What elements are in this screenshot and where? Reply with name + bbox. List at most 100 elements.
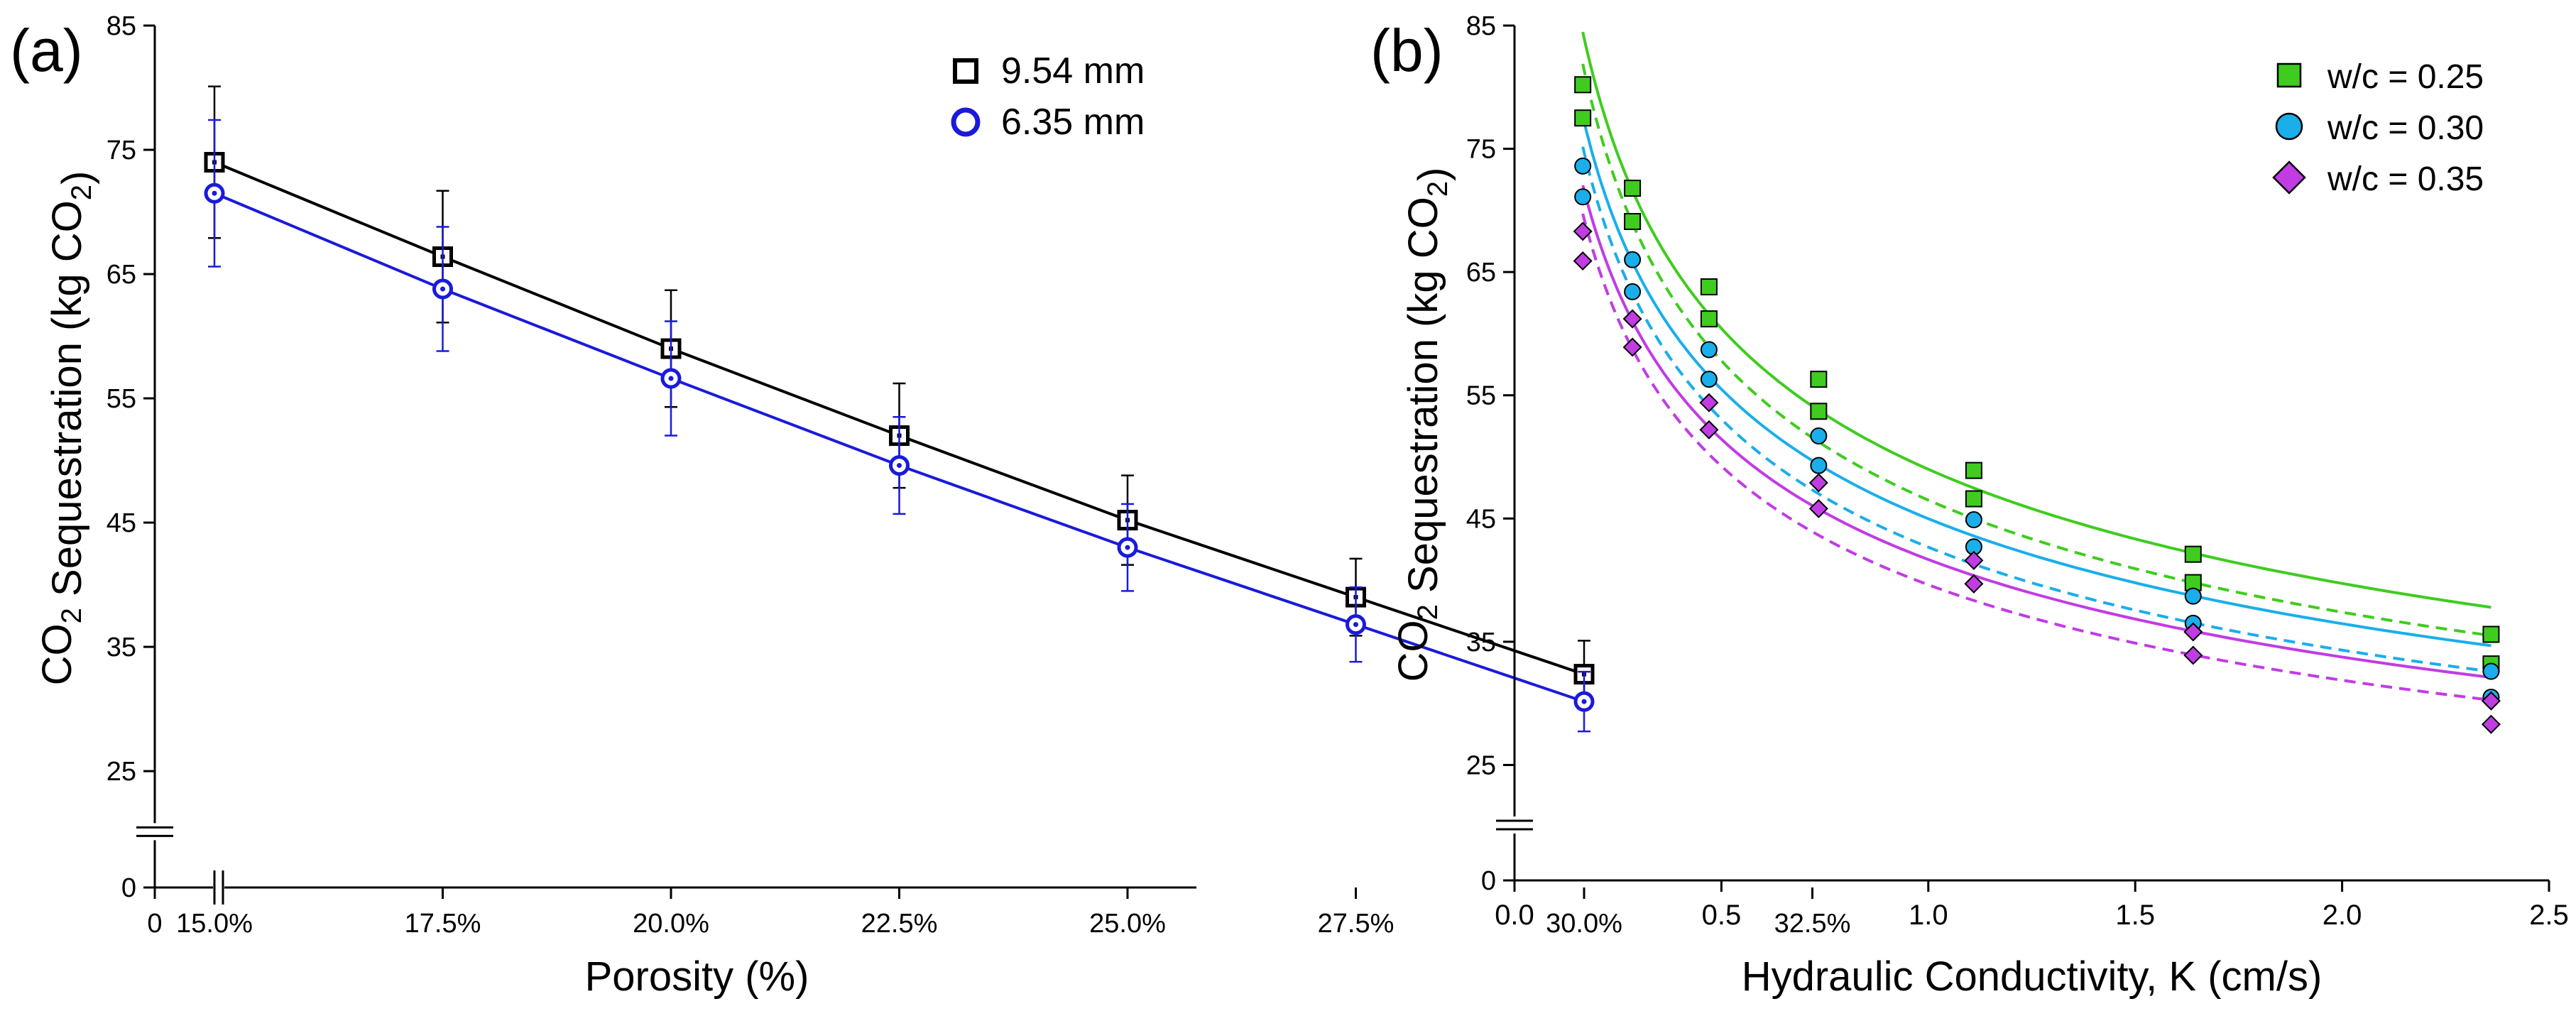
data-point bbox=[1964, 550, 1984, 570]
y-axis-label: CO2 Sequestration (kg CO2) bbox=[34, 171, 100, 686]
fit-line-dashed bbox=[1581, 213, 2492, 702]
y-axis-label: CO2 Sequestration (kg CO2) bbox=[1390, 168, 1456, 682]
x-tick-label: 1.0 bbox=[1909, 900, 1948, 931]
y-tick-label: 45 bbox=[1466, 504, 1496, 534]
y-axis-label-subscript: 2 bbox=[56, 608, 87, 623]
y-axis-label-part: Sequestration (kg CO bbox=[1400, 197, 1446, 604]
legend-marker bbox=[953, 58, 978, 84]
x-tick-label: 27.5% bbox=[1318, 909, 1395, 939]
y-axis-label-part: Sequestration (kg CO bbox=[44, 200, 90, 608]
x-tick-label: 0 bbox=[147, 909, 162, 939]
y-tick-label: 85 bbox=[1466, 11, 1496, 41]
x-tick-label: 22.5% bbox=[861, 909, 938, 939]
data-point-center bbox=[212, 190, 217, 196]
y-axis-label-part: ) bbox=[1410, 168, 1456, 181]
data-point bbox=[1573, 251, 1593, 271]
y-tick-label: 75 bbox=[107, 136, 136, 165]
legend-label: w/c = 0.25 bbox=[2327, 58, 2484, 96]
panel-a-chart: 0 25 35 45 55 65 75 85 0 15.0% 17.5% 20.0% 22.5% 25.0… bbox=[10, 11, 1850, 1000]
y-axis-label-subscript: 2 bbox=[1422, 181, 1453, 197]
y-tick-label: 55 bbox=[1466, 381, 1496, 411]
data-point bbox=[1700, 310, 1718, 328]
x-tick-label: 1.5 bbox=[2115, 900, 2155, 931]
x-tick-label: 20.0% bbox=[633, 909, 709, 939]
data-point-center bbox=[897, 463, 902, 469]
data-point bbox=[1699, 420, 1719, 439]
y-tick-label: 65 bbox=[107, 260, 136, 290]
data-point bbox=[1574, 188, 1592, 206]
y-axis-label-subscript: 2 bbox=[66, 185, 97, 200]
panel-b-chart: 0 25 35 45 55 65 75 85 0.0 0.5 1.0 1.5 2.0 2.5 Hydraul… bbox=[1370, 11, 2569, 1000]
data-point bbox=[1808, 473, 1828, 493]
data-point bbox=[2481, 714, 2501, 734]
fit-line-dashed bbox=[1581, 63, 2492, 638]
legend-marker bbox=[951, 107, 981, 137]
data-point bbox=[1810, 427, 1828, 445]
y-tick-label: 25 bbox=[1466, 750, 1496, 780]
x-tick-label: 2.5 bbox=[2529, 900, 2569, 931]
fit-line-solid bbox=[1581, 185, 2492, 679]
data-point bbox=[1700, 371, 1718, 388]
data-point bbox=[2183, 622, 2203, 642]
data-point bbox=[1700, 341, 1718, 359]
x-tick-label: 0.5 bbox=[1702, 900, 1742, 931]
legend-label: 6.35 mm bbox=[1001, 102, 1145, 143]
data-point-center bbox=[1125, 545, 1130, 550]
y-tick-label: 55 bbox=[107, 384, 136, 414]
x-tick-label: 2.0 bbox=[2323, 900, 2362, 931]
y-tick-label: 65 bbox=[1466, 258, 1496, 288]
y-tick-label: 35 bbox=[1466, 628, 1496, 657]
y-tick-label: 85 bbox=[107, 11, 136, 41]
data-point bbox=[1810, 371, 1828, 388]
data-point bbox=[1573, 222, 1593, 241]
data-point bbox=[1624, 180, 1642, 197]
legend-marker bbox=[2275, 112, 2303, 141]
data-point bbox=[1699, 393, 1719, 413]
data-point-center bbox=[668, 376, 674, 381]
data-point bbox=[1574, 109, 1592, 127]
x-tick-label: 25.0% bbox=[1089, 909, 1166, 939]
data-point bbox=[1574, 157, 1592, 175]
legend-label: w/c = 0.30 bbox=[2327, 109, 2484, 147]
data-point bbox=[1810, 457, 1828, 474]
y-axis-label-part: CO bbox=[1390, 620, 1436, 682]
data-point bbox=[2183, 645, 2203, 665]
data-point bbox=[1624, 283, 1642, 300]
data-point bbox=[2482, 662, 2500, 680]
panel-label: (b) bbox=[1370, 17, 1443, 84]
data-point-center bbox=[1353, 622, 1358, 628]
data-point bbox=[1624, 251, 1642, 268]
x-tick-label: 0.0 bbox=[1495, 900, 1534, 931]
y-axis-label-subscript: 2 bbox=[1412, 604, 1443, 620]
data-point-center bbox=[1581, 699, 1587, 704]
legend-label: 9.54 mm bbox=[1001, 50, 1145, 92]
data-point bbox=[2184, 587, 2202, 605]
y-tick-label: 75 bbox=[1466, 135, 1496, 165]
data-point bbox=[2482, 626, 2500, 643]
legend-label: w/c = 0.35 bbox=[2327, 160, 2484, 198]
data-point bbox=[1965, 490, 1982, 508]
y-tick-label: 25 bbox=[107, 757, 136, 787]
x-tick-label: 15.0% bbox=[176, 909, 253, 939]
y-tick-label: 0 bbox=[1481, 866, 1496, 896]
data-point bbox=[1624, 212, 1642, 230]
legend-marker bbox=[2276, 62, 2302, 88]
data-point bbox=[2481, 691, 2501, 711]
x-tick-label: 32.5% bbox=[1774, 909, 1851, 939]
data-point bbox=[1808, 498, 1828, 518]
x-tick-label: 30.0% bbox=[1546, 909, 1622, 939]
y-tick-label: 35 bbox=[107, 633, 136, 662]
y-tick-label: 0 bbox=[121, 873, 136, 903]
legend-marker bbox=[2272, 160, 2306, 195]
x-axis-label: Porosity (%) bbox=[585, 954, 809, 1000]
y-axis-label-part: ) bbox=[54, 171, 100, 185]
data-point bbox=[2184, 545, 2202, 563]
x-tick-label: 17.5% bbox=[405, 909, 481, 939]
data-point bbox=[1810, 403, 1828, 420]
data-point bbox=[1574, 76, 1592, 94]
data-point bbox=[1622, 309, 1642, 329]
data-point bbox=[1964, 574, 1984, 594]
fit-line-solid bbox=[1581, 31, 2492, 609]
x-axis-label: Hydraulic Conductivity, K (cm/s) bbox=[1742, 954, 2323, 1000]
